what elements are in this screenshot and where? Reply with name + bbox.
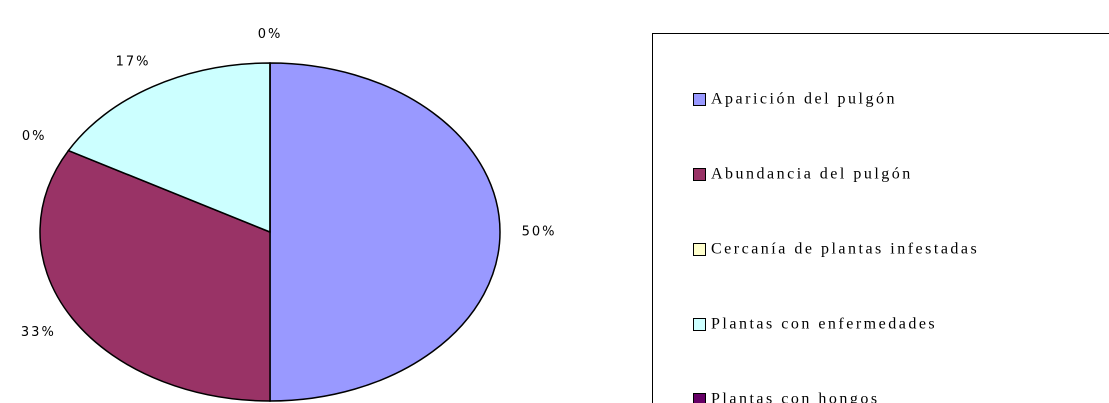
- legend-swatch: [693, 318, 706, 331]
- data-label: 50%: [522, 225, 557, 240]
- legend-swatch: [693, 243, 706, 256]
- legend-label: Abundancia del pulgón: [711, 166, 913, 183]
- legend-swatch: [693, 393, 706, 403]
- legend-label: Plantas con enfermedades: [711, 316, 937, 333]
- data-label: 0%: [258, 27, 283, 42]
- legend-swatch: [693, 93, 706, 106]
- pie-slice: [67, 62, 271, 234]
- legend-label: Plantas con hongos: [711, 391, 880, 403]
- legend-box: [652, 33, 1109, 403]
- legend-swatch: [693, 168, 706, 181]
- legend-label: Cercanía de plantas infestadas: [711, 241, 979, 258]
- data-label: 33%: [21, 325, 56, 340]
- pie-slice: [39, 149, 271, 402]
- pie-slice: [269, 62, 501, 402]
- data-label: 0%: [22, 129, 47, 144]
- legend-label: Aparición del pulgón: [711, 91, 897, 108]
- data-label: 17%: [116, 54, 151, 69]
